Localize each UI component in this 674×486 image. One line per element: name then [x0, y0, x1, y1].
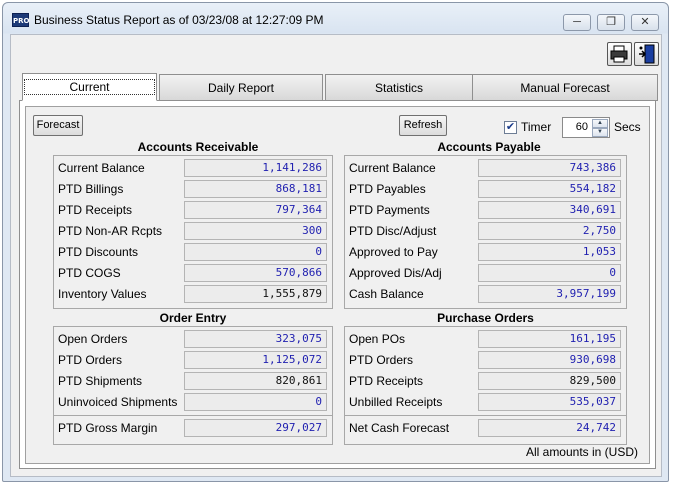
accounts-payable-row-value: 2,750: [478, 222, 621, 240]
accounts-payable-row-label: PTD Disc/Adjust: [349, 224, 437, 238]
restore-icon: ❐: [606, 16, 616, 28]
status-content: Forecast Refresh ✔ Timer 60 ▲ ▼ Secs Acc…: [25, 106, 650, 464]
checkmark-icon: ✔: [505, 121, 516, 133]
spin-down-icon[interactable]: ▼: [592, 128, 608, 137]
purchase-orders-row-value: 930,698: [478, 351, 621, 369]
accounts-receivable-row-value: 570,866: [184, 264, 327, 282]
timer-label: Timer: [521, 120, 552, 134]
app-icon: PRO: [12, 13, 29, 27]
purchase-orders-row-value: 535,037: [478, 393, 621, 411]
timer-seconds-spinner[interactable]: 60 ▲ ▼: [562, 117, 610, 138]
accounts-receivable-row-value: 300: [184, 222, 327, 240]
accounts-receivable-row-label: PTD Billings: [58, 182, 124, 196]
accounts-payable-row-label: Cash Balance: [349, 287, 424, 301]
print-button[interactable]: [607, 42, 632, 66]
purchase-orders-row-value: 829,500: [478, 372, 621, 390]
accounts-payable-row-value: 743,386: [478, 159, 621, 177]
client-area: Current Daily Report Statistics Manual F…: [10, 34, 662, 477]
accounts-receivable-row-value: 1,555,879: [184, 285, 327, 303]
accounts-receivable-row-label: Inventory Values: [58, 287, 147, 301]
purchase-orders-row-label: PTD Orders: [349, 353, 414, 367]
order-entry-total-value: 297,027: [184, 419, 327, 437]
order-entry-total-label: PTD Gross Margin: [58, 421, 158, 435]
minimize-button[interactable]: ─: [563, 14, 591, 31]
accounts-payable-row-value: 340,691: [478, 201, 621, 219]
purchase-orders-title: Purchase Orders: [437, 311, 534, 325]
accounts-receivable-title: Accounts Receivable: [137, 140, 259, 154]
tab-daily-report[interactable]: Daily Report: [159, 74, 323, 101]
accounts-payable-row-value: 0: [478, 264, 621, 282]
tab-statistics[interactable]: Statistics: [325, 74, 473, 101]
accounts-payable-section: Current Balance 743,386 PTD Payables 554,18…: [344, 155, 627, 309]
accounts-receivable-section: Current Balance 1,141,286 PTD Billings 868,…: [53, 155, 333, 309]
secs-label: Secs: [614, 120, 641, 134]
section-divider: [54, 415, 332, 416]
order-entry-row-value: 323,075: [184, 330, 327, 348]
accounts-receivable-row-label: PTD COGS: [58, 266, 121, 280]
accounts-payable-row-label: PTD Payables: [349, 182, 426, 196]
accounts-payable-row-label: PTD Payments: [349, 203, 430, 217]
current-tab-panel: Forecast Refresh ✔ Timer 60 ▲ ▼ Secs Acc…: [19, 100, 656, 469]
accounts-payable-row-value: 1,053: [478, 243, 621, 261]
order-entry-row-value: 1,125,072: [184, 351, 327, 369]
timer-seconds-value: 60: [575, 121, 588, 133]
purchase-orders-total-label: Net Cash Forecast: [349, 421, 450, 435]
accounts-receivable-row-label: PTD Non-AR Rcpts: [58, 224, 163, 238]
purchase-orders-total-value: 24,742: [478, 419, 621, 437]
close-icon: ✕: [640, 16, 650, 28]
order-entry-row-value: 820,861: [184, 372, 327, 390]
accounts-receivable-row-label: PTD Receipts: [58, 203, 133, 217]
title-bar: PRO Business Status Report as of 03/23/0…: [3, 3, 668, 33]
close-button[interactable]: ✕: [631, 14, 659, 31]
accounts-payable-row-value: 3,957,199: [478, 285, 621, 303]
refresh-button[interactable]: Refresh: [399, 115, 447, 136]
accounts-payable-row-label: Approved Dis/Adj: [349, 266, 442, 280]
maximize-button[interactable]: ❐: [597, 14, 625, 31]
accounts-payable-row-label: Approved to Pay: [349, 245, 438, 259]
order-entry-row-label: PTD Shipments: [58, 374, 143, 388]
accounts-receivable-row-value: 1,141,286: [184, 159, 327, 177]
order-entry-title: Order Entry: [159, 311, 227, 325]
accounts-payable-row-label: Current Balance: [349, 161, 436, 175]
tab-manual-forecast[interactable]: Manual Forecast: [472, 74, 658, 101]
section-divider: [345, 415, 626, 416]
order-entry-row-label: Uninvoiced Shipments: [58, 395, 178, 409]
currency-note: All amounts in (USD): [525, 445, 638, 459]
order-entry-section: Open Orders 323,075 PTD Orders 1,125,072 PTD…: [53, 326, 333, 445]
purchase-orders-row-label: Unbilled Receipts: [349, 395, 443, 409]
purchase-orders-row-label: Open POs: [349, 332, 406, 346]
exit-door-icon: [639, 44, 655, 64]
forecast-button[interactable]: Forecast: [33, 115, 83, 136]
purchase-orders-row-label: PTD Receipts: [349, 374, 424, 388]
timer-checkbox[interactable]: ✔: [504, 121, 517, 134]
accounts-payable-row-value: 554,182: [478, 180, 621, 198]
accounts-payable-title: Accounts Payable: [437, 140, 541, 154]
printer-icon: [610, 45, 628, 63]
tab-current[interactable]: Current: [22, 73, 157, 101]
minimize-icon: ─: [573, 16, 581, 28]
order-entry-row-label: PTD Orders: [58, 353, 123, 367]
order-entry-row-label: Open Orders: [58, 332, 128, 346]
accounts-receivable-row-label: PTD Discounts: [58, 245, 139, 259]
purchase-orders-row-value: 161,195: [478, 330, 621, 348]
spin-up-icon[interactable]: ▲: [592, 119, 608, 128]
window-title: Business Status Report as of 03/23/08 at…: [34, 13, 324, 27]
accounts-receivable-row-label: Current Balance: [58, 161, 145, 175]
order-entry-row-value: 0: [184, 393, 327, 411]
accounts-receivable-row-value: 868,181: [184, 180, 327, 198]
accounts-receivable-row-value: 0: [184, 243, 327, 261]
report-window: PRO Business Status Report as of 03/23/0…: [2, 2, 669, 482]
exit-button[interactable]: [634, 42, 659, 66]
purchase-orders-section: Open POs 161,195 PTD Orders 930,698 PTD Rece…: [344, 326, 627, 445]
accounts-receivable-row-value: 797,364: [184, 201, 327, 219]
